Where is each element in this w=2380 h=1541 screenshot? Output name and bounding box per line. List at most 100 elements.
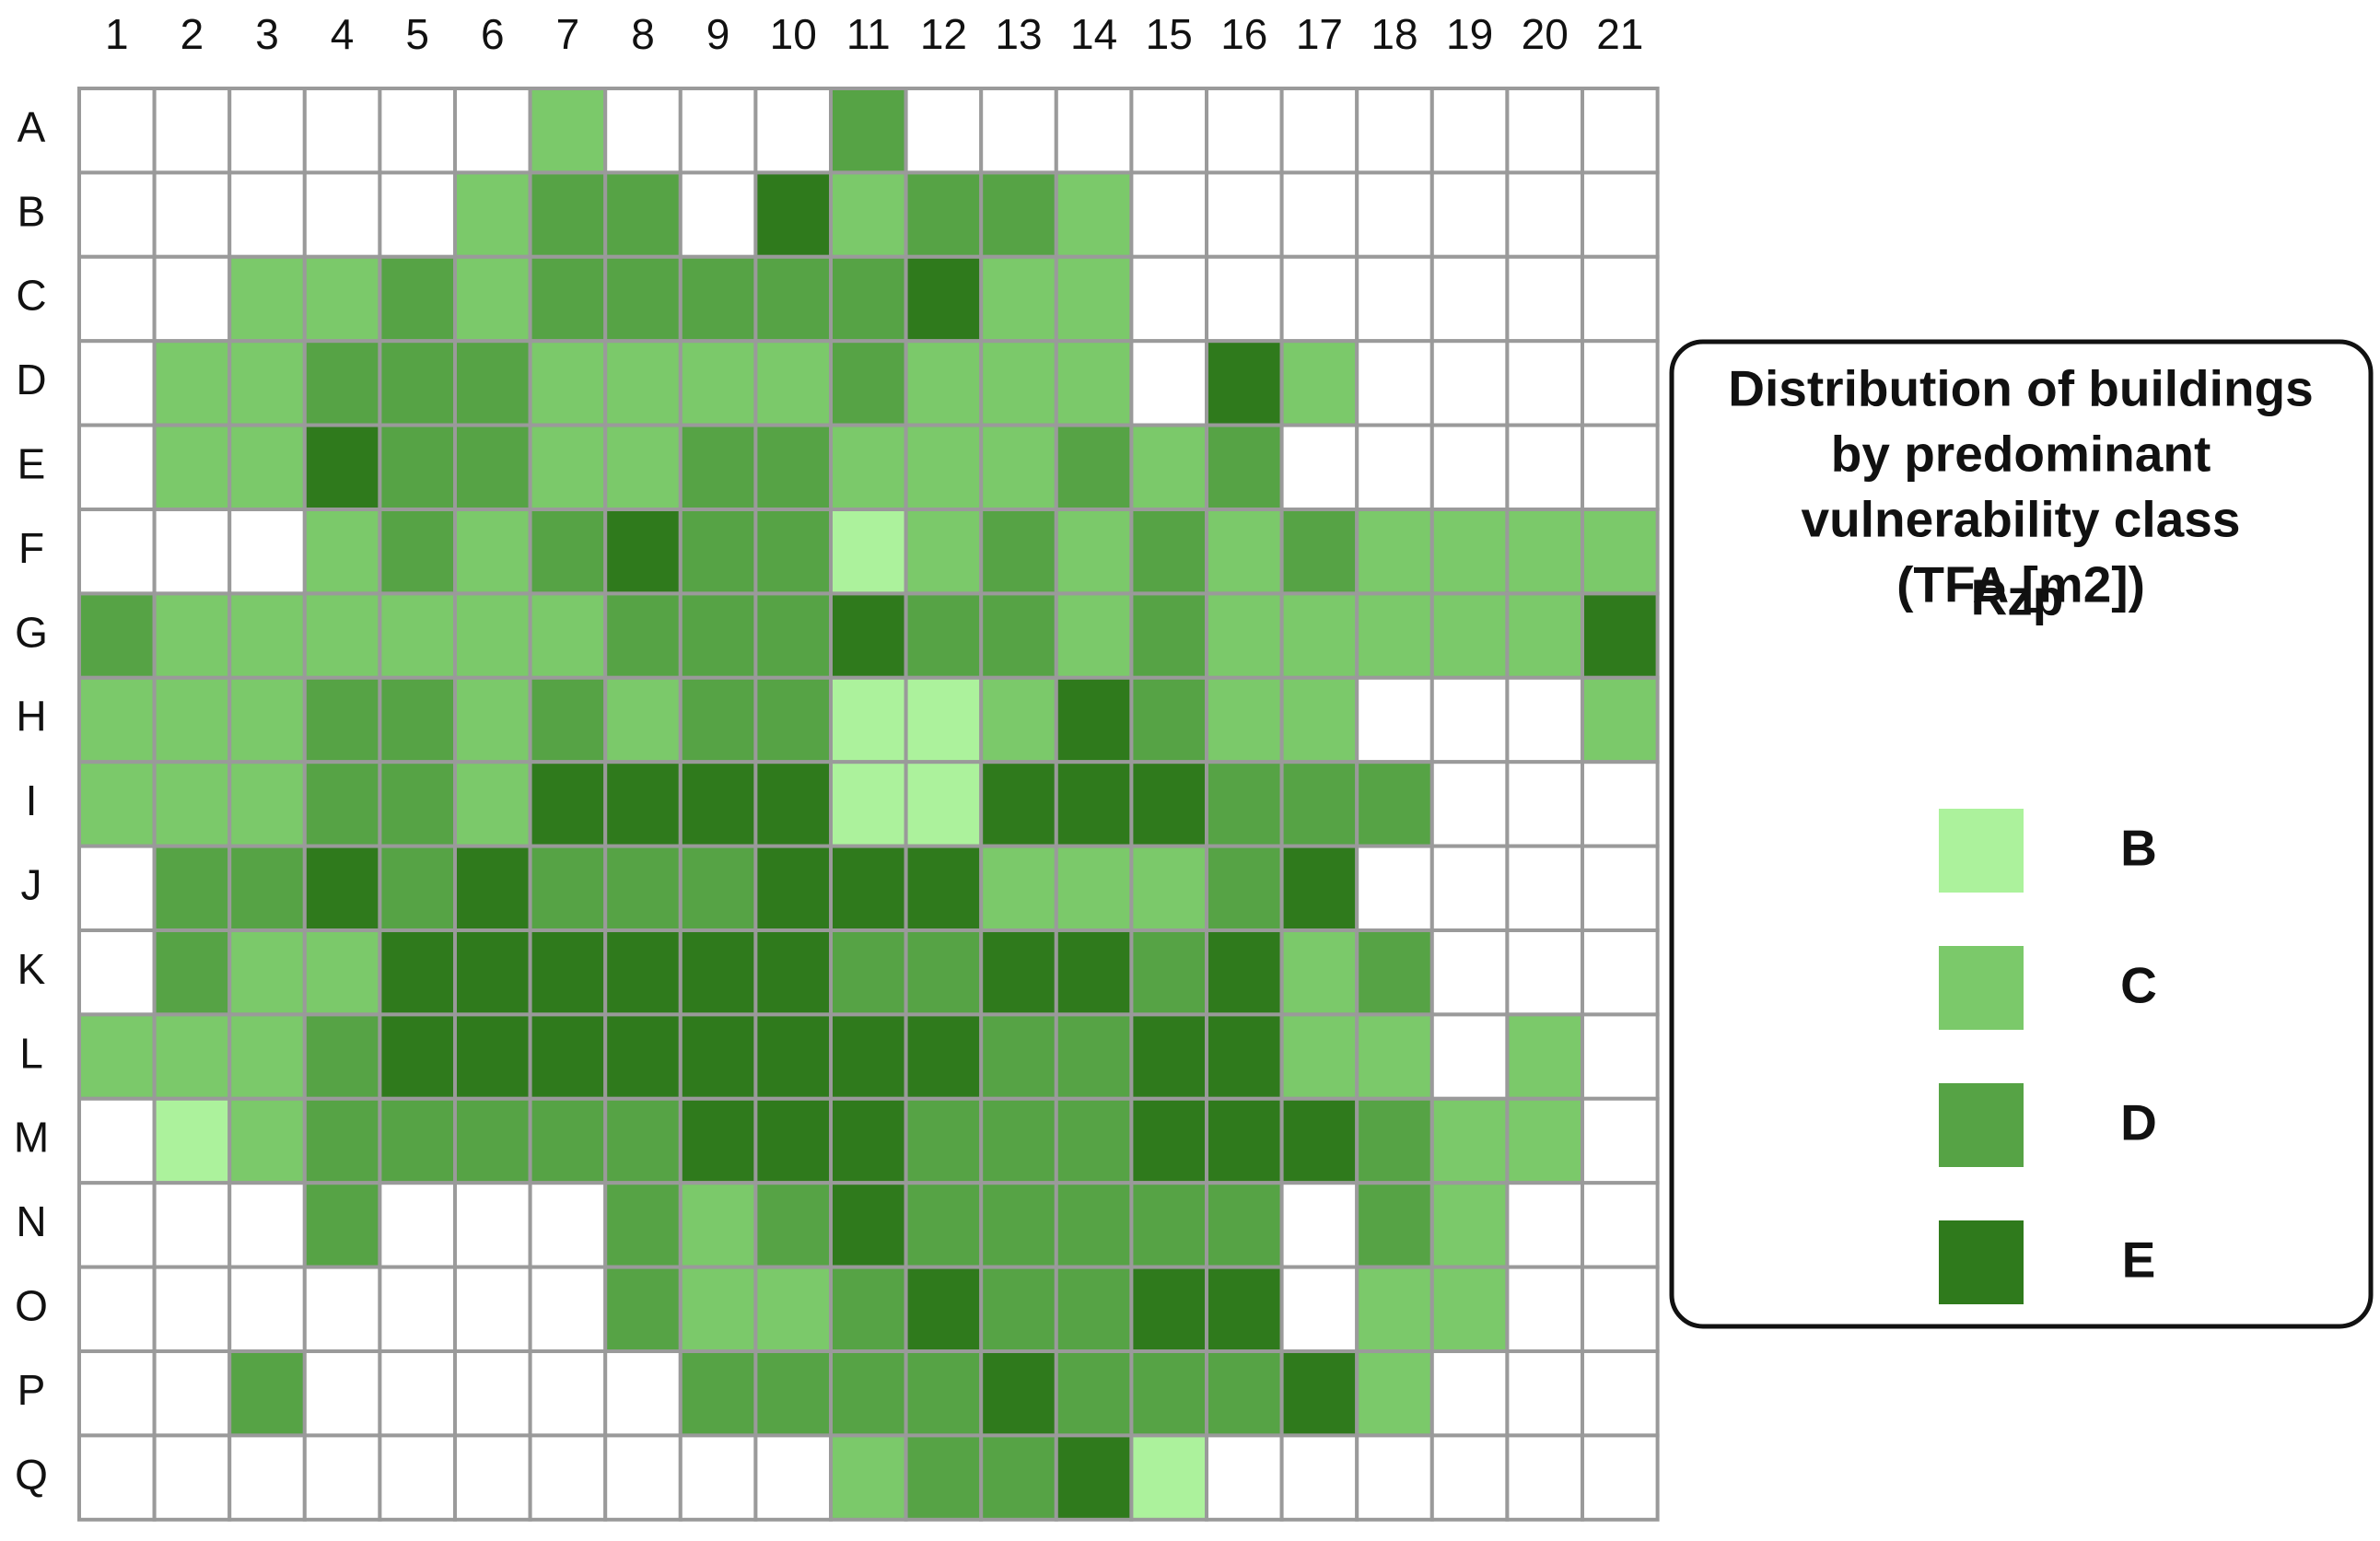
grid-cell	[302, 1433, 382, 1522]
grid-cell	[603, 844, 682, 932]
grid-cell	[1279, 675, 1359, 765]
grid-cell	[152, 1012, 232, 1101]
grid-cell	[1581, 1349, 1660, 1438]
grid-cell	[302, 170, 382, 259]
grid-cell	[904, 254, 984, 344]
column-label: 21	[1596, 10, 1643, 58]
grid-cell	[1505, 1096, 1585, 1185]
legend-label: E	[2122, 1232, 2156, 1289]
legend-swatch	[1939, 1083, 2024, 1167]
grid-cell	[528, 928, 608, 1017]
grid-cell	[603, 1433, 682, 1522]
grid-cell	[603, 760, 682, 848]
grid-cell	[1429, 928, 1510, 1017]
grid-cell	[1129, 339, 1209, 427]
grid-cell	[302, 675, 382, 765]
grid-cell	[1279, 1181, 1359, 1269]
grid-cell	[678, 1349, 758, 1438]
grid-cell	[904, 1012, 984, 1101]
grid-cell	[528, 760, 608, 848]
grid-cell	[1429, 508, 1510, 596]
grid-cell	[453, 254, 532, 344]
grid-cell	[979, 760, 1058, 848]
column-label: 18	[1371, 10, 1418, 58]
grid-cell	[678, 1181, 758, 1269]
grid-cell	[77, 1012, 157, 1101]
grid-cell	[603, 1012, 682, 1101]
grid-cell	[528, 1096, 608, 1185]
grid-cell	[829, 1433, 908, 1522]
grid-cell	[1279, 423, 1359, 512]
grid-cell	[1279, 254, 1359, 344]
grid-cell	[753, 339, 834, 427]
column-label: 9	[706, 10, 730, 58]
grid-cell	[1355, 1181, 1434, 1269]
grid-cell	[1205, 1433, 1284, 1522]
grid-cell	[979, 508, 1058, 596]
grid-cell	[453, 1349, 532, 1438]
grid-cell	[1505, 339, 1585, 427]
grid-cell	[829, 591, 908, 680]
grid-cell	[302, 1265, 382, 1353]
grid-cell	[1129, 1012, 1209, 1101]
grid-cell	[453, 1433, 532, 1522]
grid-cell	[829, 1181, 908, 1269]
grid-cell	[228, 1265, 307, 1353]
grid-cell	[1505, 254, 1585, 344]
grid-cell	[378, 254, 457, 344]
grid-cell	[904, 1181, 984, 1269]
grid-cell	[453, 1181, 532, 1269]
grid-cell	[1054, 844, 1134, 932]
grid-cell	[1429, 1433, 1510, 1522]
grid-cell	[453, 170, 532, 259]
grid-cell	[603, 1349, 682, 1438]
grid-cell	[678, 675, 758, 765]
grid-cell	[302, 1012, 382, 1101]
grid-cell	[152, 423, 232, 512]
grid-cell	[904, 1096, 984, 1185]
grid-cell	[152, 1181, 232, 1269]
grid-cell	[1581, 254, 1660, 344]
grid-cell	[528, 423, 608, 512]
grid-cell	[528, 591, 608, 680]
grid-cell	[753, 87, 834, 175]
grid-cell	[453, 508, 532, 596]
grid-cell	[228, 1181, 307, 1269]
grid-cell	[829, 1265, 908, 1353]
grid-cell	[228, 928, 307, 1017]
grid-cell	[829, 87, 908, 175]
grid-cell	[1505, 1181, 1585, 1269]
grid-cell	[678, 339, 758, 427]
grid-cell	[228, 591, 307, 680]
grid-cell	[1505, 170, 1585, 259]
grid-cell	[228, 760, 307, 848]
grid-cell	[1355, 1433, 1434, 1522]
grid-cell	[1279, 508, 1359, 596]
grid-cell	[1581, 1433, 1660, 1522]
grid-cell	[603, 591, 682, 680]
grid-cell	[77, 1096, 157, 1185]
grid-cell	[77, 339, 157, 427]
grid-cell	[1205, 170, 1284, 259]
grid-cell	[979, 675, 1058, 765]
grid-cell	[1505, 760, 1585, 848]
grid-cell	[829, 254, 908, 344]
grid-cell	[1205, 87, 1284, 175]
grid-cell	[1129, 675, 1209, 765]
grid-cell	[1505, 508, 1585, 596]
grid-cell	[1054, 760, 1134, 848]
grid-cell	[678, 1433, 758, 1522]
grid-cell	[904, 760, 984, 848]
grid-cell	[152, 339, 232, 427]
grid-cell	[528, 1181, 608, 1269]
grid-cell	[378, 1181, 457, 1269]
grid-cell	[378, 1265, 457, 1353]
grid-cell	[77, 254, 157, 344]
grid-cell	[904, 508, 984, 596]
grid-cell	[1279, 760, 1359, 848]
grid-cell	[1129, 87, 1209, 175]
grid-cell	[1355, 254, 1434, 344]
grid-cell	[77, 760, 157, 848]
grid-cell	[378, 675, 457, 765]
